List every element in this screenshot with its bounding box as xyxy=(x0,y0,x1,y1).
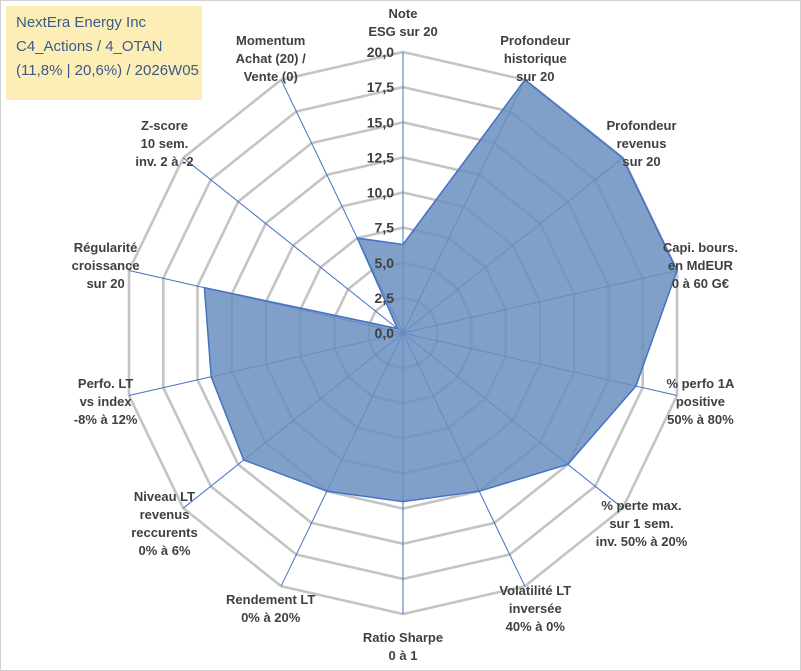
axis-label-line: en MdEUR xyxy=(668,258,734,273)
tick-label: 2,5 xyxy=(375,290,395,306)
axis-label-line: inversée xyxy=(509,601,562,616)
axis-label-line: Perfo. LT xyxy=(78,376,133,391)
axis-label-line: 10 sem. xyxy=(141,136,189,151)
axis-label-line: revenus xyxy=(617,136,667,151)
axis-label-line: vs index xyxy=(80,394,133,409)
axis-label-line: croissance xyxy=(72,258,140,273)
axis-label: Ratio Sharpe 0 à 1 xyxy=(363,630,443,663)
axis-label: Régularité croissance sur 20 xyxy=(72,240,140,291)
axis-label-line: sur 20 xyxy=(516,69,554,84)
axis-label-line: % perte max. xyxy=(601,498,681,513)
axis-label: Profondeur revenus sur 20 xyxy=(606,118,676,169)
axis-label-line: Achat (20) / xyxy=(236,51,306,66)
axis-label: Perfo. LT vs index -8% à 12% xyxy=(74,376,138,427)
performance-period: (11,8% | 20,6%) / 2026W05 xyxy=(16,62,199,79)
tick-label: 15,0 xyxy=(367,114,394,130)
axis-label-line: sur 20 xyxy=(86,276,124,291)
axis-label-line: Profondeur xyxy=(606,118,676,133)
axis-label-line: 0 à 60 G€ xyxy=(672,276,729,291)
tick-label: 5,0 xyxy=(375,255,395,271)
tick-label: 7,5 xyxy=(375,220,395,236)
axis-label-line: Note xyxy=(389,6,418,21)
axis-label: Z-score 10 sem. inv. 2 à -2 xyxy=(135,118,193,169)
axis-label-line: 50% à 80% xyxy=(667,412,734,427)
axis-label-line: -8% à 12% xyxy=(74,412,138,427)
axis-label: Capi. bours. en MdEUR 0 à 60 G€ xyxy=(663,240,738,291)
axis-label-line: historique xyxy=(504,51,567,66)
info-box: NextEra Energy Inc C4_Actions / 4_OTAN (… xyxy=(6,6,202,100)
tick-label: 17,5 xyxy=(367,79,394,95)
axis-label-line: 0% à 20% xyxy=(241,610,301,625)
tick-label: 12,5 xyxy=(367,149,394,165)
axis-label: % perfo 1A positive 50% à 80% xyxy=(666,376,735,427)
axis-label-line: Z-score xyxy=(141,118,188,133)
axis-label-line: revenus xyxy=(140,507,190,522)
axis-label: Momentum Achat (20) / Vente (0) xyxy=(236,33,306,84)
axis-label: Volatilité LT inversée 40% à 0% xyxy=(499,583,571,634)
tick-label: 10,0 xyxy=(367,185,394,201)
axis-label-line: Momentum xyxy=(236,33,305,48)
axis-label-line: Volatilité LT xyxy=(499,583,571,598)
axis-label-line: reccurents xyxy=(131,525,197,540)
axis-label-line: Régularité xyxy=(74,240,138,255)
axis-label-line: Ratio Sharpe xyxy=(363,630,443,645)
axis-label: Profondeur historique sur 20 xyxy=(500,33,570,84)
axis-label-line: sur 1 sem. xyxy=(609,516,673,531)
company-name: NextEra Energy Inc xyxy=(16,14,147,31)
axis-label-line: 0% à 6% xyxy=(138,543,190,558)
axis-label-line: inv. 2 à -2 xyxy=(135,154,193,169)
axis-label-line: inv. 50% à 20% xyxy=(596,534,688,549)
axis-label-line: 0 à 1 xyxy=(389,648,418,663)
axis-label-line: ESG sur 20 xyxy=(368,24,437,39)
axis-spoke xyxy=(182,157,404,334)
axis-label-line: Vente (0) xyxy=(244,69,298,84)
series-area xyxy=(203,78,678,503)
tick-label: 20,0 xyxy=(367,44,394,60)
axis-label: Rendement LT 0% à 20% xyxy=(226,592,315,625)
axis-label-line: Rendement LT xyxy=(226,592,315,607)
axis-label-line: Niveau LT xyxy=(134,489,195,504)
axis-label-line: Profondeur xyxy=(500,33,570,48)
tick-label: 0,0 xyxy=(375,325,395,341)
classification: C4_Actions / 4_OTAN xyxy=(16,38,163,55)
axis-label-line: sur 20 xyxy=(622,154,660,169)
axis-label: Note ESG sur 20 xyxy=(368,6,437,39)
axis-label-line: Capi. bours. xyxy=(663,240,738,255)
axis-label-line: % perfo 1A xyxy=(666,376,735,391)
axis-label: % perte max. sur 1 sem. inv. 50% à 20% xyxy=(596,498,688,549)
axis-label-line: positive xyxy=(676,394,725,409)
axis-label-line: 40% à 0% xyxy=(506,619,566,634)
axis-label: Niveau LT revenus reccurents 0% à 6% xyxy=(131,489,197,558)
